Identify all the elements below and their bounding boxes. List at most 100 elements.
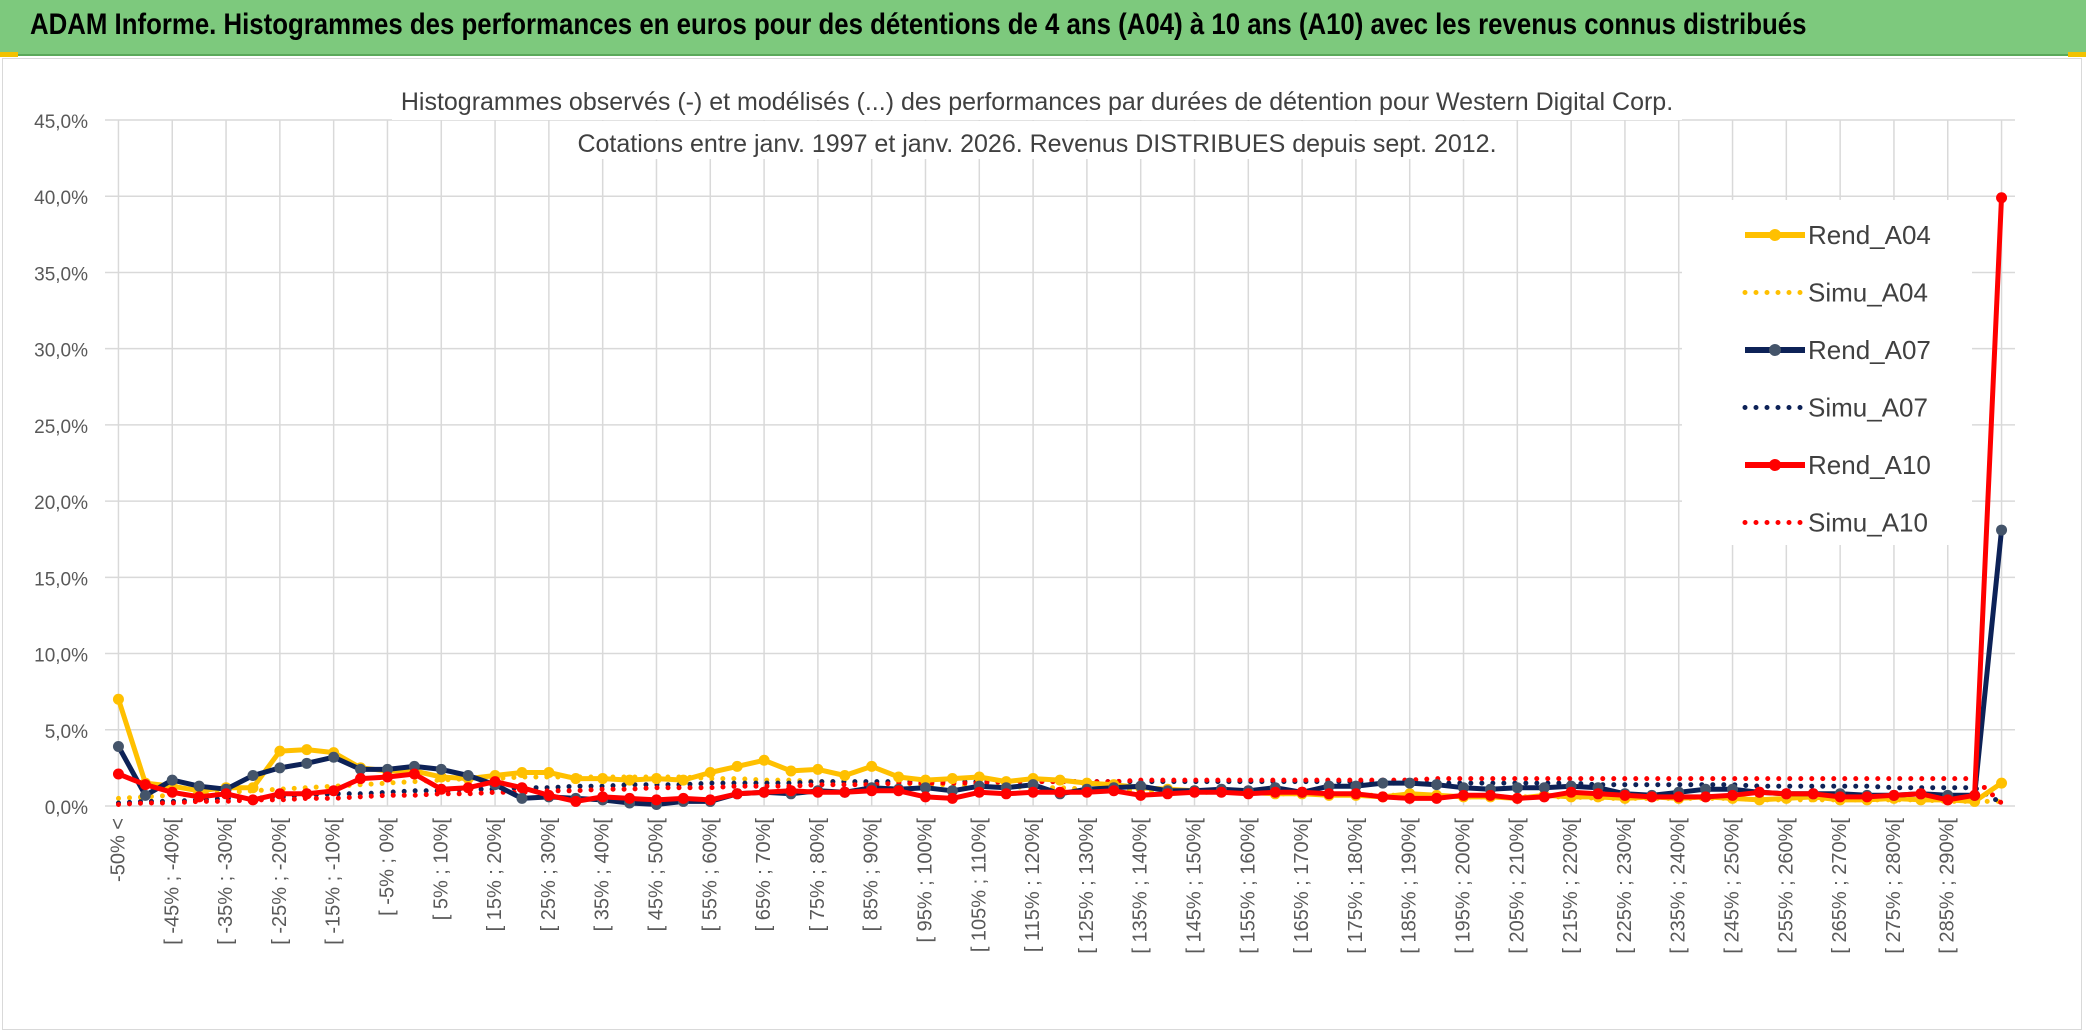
- data-point-Rend_A10: [731, 788, 743, 800]
- x-tick-label: [ 205% ; 210%[: [1506, 818, 1528, 954]
- data-point-Rend_A10: [1431, 792, 1443, 804]
- x-tick-label: [ 125% ; 130%[: [1076, 818, 1098, 954]
- data-point-Rend_A10: [650, 794, 662, 806]
- data-point-Rend_A07: [1538, 782, 1550, 794]
- data-point-Rend_A10: [1108, 785, 1120, 797]
- data-point-Rend_A04: [704, 766, 716, 778]
- legend-label-Rend_A07: Rend_A07: [1808, 335, 1931, 365]
- data-point-Rend_A04: [516, 766, 528, 778]
- data-point-Rend_A10: [1377, 791, 1389, 803]
- data-point-Rend_A10: [1162, 788, 1174, 800]
- y-tick-label: 30,0%: [34, 341, 88, 362]
- x-tick-label: [ 215% ; 220%[: [1560, 818, 1582, 954]
- data-point-Rend_A04: [919, 774, 931, 786]
- corner-mark-left: [0, 52, 18, 57]
- data-point-Rend_A10: [1215, 786, 1227, 798]
- data-point-Rend_A04: [893, 771, 905, 783]
- data-point-Rend_A10: [1780, 788, 1792, 800]
- data-point-Rend_A04: [435, 771, 447, 783]
- data-point-Rend_A10: [919, 791, 931, 803]
- x-tick-label: [ 175% ; 180%[: [1345, 818, 1367, 954]
- x-tick-label: [ 45% ; 50%[: [645, 818, 667, 932]
- data-point-Rend_A07: [247, 770, 259, 782]
- chart-frame: [2, 58, 2082, 1030]
- data-point-Rend_A10: [1888, 789, 1900, 801]
- data-point-Rend_A07: [1377, 777, 1389, 789]
- data-point-Rend_A07: [355, 763, 367, 775]
- data-point-Rend_A04: [1996, 777, 2008, 789]
- data-point-Rend_A10: [516, 782, 528, 794]
- y-axis-labels: 0,0% 5,0% 10,0% 15,0% 20,0% 25,0% 30,0% 35,0% 40…: [34, 112, 88, 819]
- x-tick-label: [ 275% ; 280%[: [1883, 818, 1905, 954]
- data-point-Rend_A10: [1027, 786, 1039, 798]
- x-tick-label: [ -15% ; -10%[: [323, 818, 345, 945]
- data-point-Rend_A07: [193, 780, 205, 792]
- data-point-Rend_A10: [1942, 794, 1954, 806]
- x-tick-label: [ 105% ; 110%[: [968, 818, 990, 953]
- x-tick-label: [ 95% ; 100%[: [914, 818, 936, 943]
- data-point-Rend_A07: [919, 782, 931, 794]
- x-tick-label: [ 245% ; 250%[: [1722, 818, 1744, 954]
- data-point-Rend_A07: [112, 741, 124, 753]
- data-point-Rend_A10: [597, 791, 609, 803]
- x-tick-label: [ 75% ; 80%[: [807, 818, 829, 932]
- chart-series: [112, 192, 2008, 810]
- data-point-Rend_A04: [677, 774, 689, 786]
- legend-label-Simu_A10: Simu_A10: [1808, 508, 1928, 538]
- y-tick-label: 40,0%: [34, 188, 88, 209]
- x-axis-labels: -50% < [ -45% ; -40%[[ -35% ; -30%[[ -25%…: [107, 818, 1958, 954]
- data-point-Rend_A04: [274, 745, 286, 757]
- y-tick-label: 45,0%: [34, 112, 88, 133]
- data-point-Rend_A10: [1404, 792, 1416, 804]
- legend-label-Simu_A04: Simu_A04: [1808, 278, 1928, 308]
- data-point-Rend_A04: [112, 693, 124, 705]
- legend-label-Rend_A10: Rend_A10: [1808, 450, 1931, 480]
- data-point-Rend_A10: [1269, 786, 1281, 798]
- data-point-Rend_A10: [1538, 791, 1550, 803]
- x-tick-label: [ 185% ; 190%[: [1399, 818, 1421, 954]
- x-tick-label: [ 65% ; 70%[: [753, 818, 775, 932]
- data-point-Rend_A07: [1458, 782, 1470, 794]
- data-point-Rend_A10: [1834, 791, 1846, 803]
- data-point-Rend_A10: [489, 776, 501, 788]
- data-point-Rend_A10: [758, 786, 770, 798]
- data-point-Rend_A10: [704, 794, 716, 806]
- data-point-Rend_A10: [112, 768, 124, 780]
- data-point-Rend_A10: [139, 779, 151, 791]
- x-tick-label: [ 255% ; 260%[: [1775, 818, 1797, 954]
- data-point-Rend_A04: [866, 760, 878, 772]
- legend-marker-Rend_A04: [1769, 229, 1781, 241]
- data-point-Rend_A10: [1969, 789, 1981, 801]
- x-tick-label: [ 265% ; 270%[: [1829, 818, 1851, 954]
- data-point-Rend_A07: [1511, 782, 1523, 794]
- y-tick-label: 5,0%: [45, 722, 88, 743]
- corner-mark-right: [2068, 52, 2086, 57]
- legend-label-Simu_A07: Simu_A07: [1808, 393, 1928, 423]
- y-tick-label: 25,0%: [34, 417, 88, 438]
- data-point-Rend_A10: [1511, 792, 1523, 804]
- data-point-Rend_A10: [839, 786, 851, 798]
- data-point-Rend_A10: [1296, 786, 1308, 798]
- data-point-Rend_A04: [1054, 774, 1066, 786]
- data-point-Rend_A07: [462, 770, 474, 782]
- data-point-Rend_A10: [1081, 786, 1093, 798]
- data-point-Rend_A10: [408, 768, 420, 780]
- data-point-Rend_A04: [1753, 794, 1765, 806]
- data-point-Rend_A10: [1996, 192, 2008, 204]
- data-point-Rend_A07: [946, 785, 958, 797]
- y-tick-label: 20,0%: [34, 493, 88, 514]
- data-point-Rend_A10: [624, 792, 636, 804]
- series-line-Rend_A07: [116, 529, 2004, 807]
- data-point-Rend_A07: [1431, 779, 1443, 791]
- chart-title-group: Histogrammes observés (-) et modélisés (…: [392, 80, 1682, 159]
- data-point-Rend_A10: [866, 785, 878, 797]
- data-point-Rend_A10: [785, 785, 797, 797]
- data-point-Rend_A04: [946, 773, 958, 785]
- data-point-Rend_A07: [1350, 780, 1362, 792]
- x-tick-label: [ 285% ; 290%[: [1937, 818, 1959, 954]
- x-tick-label: [ 115% ; 120%[: [1022, 818, 1044, 953]
- data-point-Rend_A07: [1323, 780, 1335, 792]
- data-point-Rend_A10: [220, 788, 232, 800]
- data-point-Rend_A10: [1646, 791, 1658, 803]
